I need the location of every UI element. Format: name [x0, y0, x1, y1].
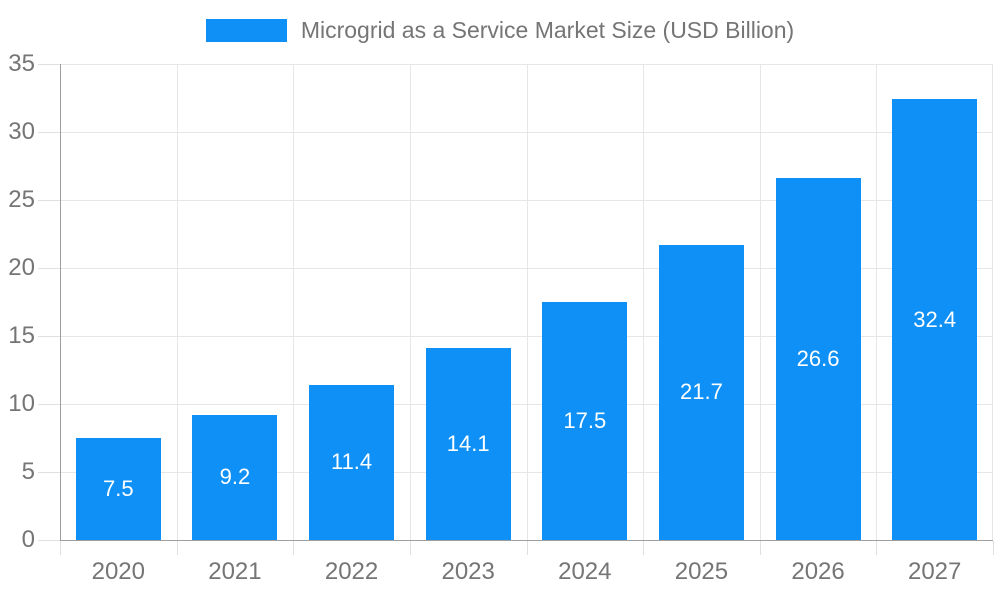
plot-area: 7.5 9.2 11.4 14.1 17.5 21.7 26.6 32.4 — [60, 64, 993, 540]
v-gridline — [176, 64, 178, 540]
y-axis-line — [60, 64, 61, 541]
bar-2026: 26.6 — [775, 178, 861, 540]
bar-value-label: 32.4 — [913, 306, 957, 332]
y-axis-label: 5 — [21, 458, 35, 485]
bar-value-label: 14.1 — [446, 431, 490, 457]
y-axis-label: 35 — [8, 50, 35, 77]
x-axis-line — [60, 540, 993, 541]
x-tick — [643, 541, 645, 555]
x-tick — [60, 541, 61, 555]
v-gridline — [643, 64, 645, 540]
y-tick — [38, 200, 60, 201]
x-tick — [176, 541, 178, 555]
bar-value-label: 7.5 — [103, 476, 134, 501]
y-tick — [38, 132, 60, 133]
bar-2022: 11.4 — [309, 384, 395, 540]
legend-series-label: Microgrid as a Service Market Size (USD … — [300, 17, 795, 43]
x-axis-label: 2021 — [208, 558, 262, 585]
x-axis-label: 2026 — [791, 558, 845, 585]
x-axis-label: 2025 — [674, 558, 729, 585]
y-tick — [38, 540, 60, 541]
bar-value-label: 9.2 — [219, 464, 251, 490]
v-gridline — [293, 64, 295, 540]
bar-2020: 7.5 — [75, 438, 161, 540]
x-axis-label: 2027 — [907, 558, 962, 585]
bar-value-label: 17.5 — [563, 408, 607, 433]
x-axis-label: 2022 — [324, 558, 379, 585]
x-tick — [993, 541, 994, 555]
y-axis-label: 25 — [8, 186, 35, 213]
legend-swatch — [205, 19, 287, 42]
v-gridline — [759, 64, 761, 540]
x-axis-label: 2020 — [91, 558, 145, 585]
x-axis-label: 2024 — [558, 558, 612, 585]
x-tick — [409, 541, 411, 555]
y-axis-label: 0 — [21, 526, 35, 553]
x-tick — [526, 541, 528, 555]
y-axis-label: 30 — [8, 118, 35, 145]
bar-2025: 21.7 — [658, 244, 744, 540]
bar-2024: 17.5 — [542, 302, 628, 540]
bar-value-label: 26.6 — [796, 346, 840, 372]
y-tick — [38, 268, 60, 269]
bar-2021: 9.2 — [192, 414, 278, 540]
x-tick — [293, 541, 295, 555]
v-gridline — [992, 64, 993, 540]
bar-2023: 14.1 — [425, 348, 511, 540]
bar-value-label: 21.7 — [680, 379, 723, 405]
bar-value-label: 11.4 — [330, 449, 373, 475]
bar-2027: 32.4 — [892, 99, 978, 540]
x-tick — [876, 541, 878, 555]
y-axis-label: 15 — [8, 322, 35, 349]
y-tick — [38, 64, 60, 65]
v-gridline — [876, 64, 878, 540]
x-tick — [759, 541, 761, 555]
y-axis-label: 20 — [8, 254, 35, 281]
v-gridline — [409, 64, 411, 540]
chart-legend: Microgrid as a Service Market Size (USD … — [0, 17, 1000, 44]
y-tick — [38, 336, 60, 337]
v-gridline — [526, 64, 528, 540]
y-tick — [38, 404, 60, 405]
y-tick — [38, 472, 60, 473]
x-axis-label: 2023 — [441, 558, 495, 585]
y-axis-label: 10 — [8, 390, 35, 417]
